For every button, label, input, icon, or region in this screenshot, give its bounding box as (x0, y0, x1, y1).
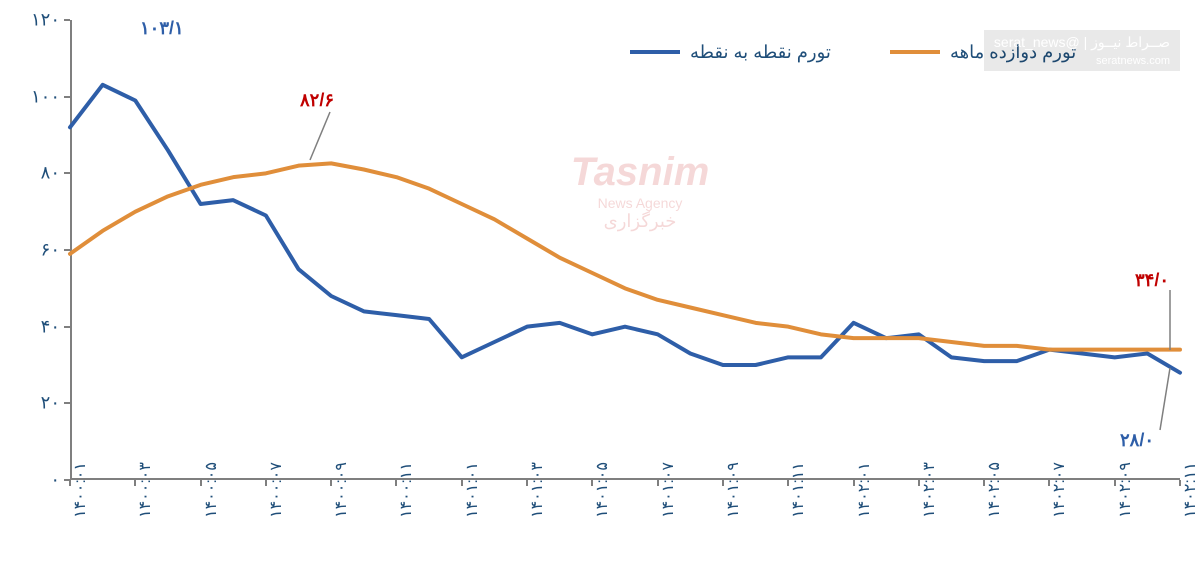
x-tick-label: ۱۴۰۰:۰۹ (331, 462, 351, 518)
x-tick-mark (200, 480, 202, 486)
y-tick-mark (64, 19, 70, 21)
y-tick-mark (64, 249, 70, 251)
data-annotation: ۱۰۳/۱ (140, 18, 184, 39)
legend-label: تورم نقطه به نقطه (690, 42, 831, 63)
x-tick-mark (722, 480, 724, 486)
x-tick-label: ۱۴۰۲:۰۷ (1049, 462, 1069, 518)
y-tick-label: ۴۰ (10, 316, 60, 337)
x-tick-mark (918, 480, 920, 486)
x-tick-mark (983, 480, 985, 486)
x-tick-label: ۱۴۰۰:۰۱ (70, 462, 90, 518)
x-tick-mark (526, 480, 528, 486)
x-tick-mark (1179, 480, 1181, 486)
y-tick-label: ۱۰۰ (10, 86, 60, 107)
callout-line (310, 112, 330, 160)
x-tick-mark (134, 480, 136, 486)
x-tick-mark (1114, 480, 1116, 486)
x-tick-label: ۱۴۰۲:۰۳ (919, 462, 939, 518)
y-tick-mark (64, 96, 70, 98)
x-tick-label: ۱۴۰۲:۱۱ (1180, 462, 1200, 518)
y-tick-label: ۸۰ (10, 163, 60, 184)
legend-swatch (890, 50, 940, 54)
x-tick-label: ۱۴۰۰:۰۷ (266, 462, 286, 518)
x-tick-mark (591, 480, 593, 486)
y-tick-mark (64, 326, 70, 328)
x-tick-label: ۱۴۰۱:۰۱ (462, 462, 482, 518)
tasnim-watermark: Tasnim News Agency خبرگزاری (520, 150, 760, 310)
x-tick-mark (265, 480, 267, 486)
x-tick-label: ۱۴۰۲:۰۹ (1115, 462, 1135, 518)
x-tick-label: ۱۴۰۲:۰۱ (854, 462, 874, 518)
x-tick-label: ۱۴۰۱:۰۵ (592, 462, 612, 518)
x-tick-label: ۱۴۰۱:۱۱ (788, 462, 808, 518)
y-tick-mark (64, 172, 70, 174)
data-annotation: ۳۴/۰ (1135, 270, 1169, 291)
data-annotation: ۲۸/۰ (1120, 430, 1154, 451)
x-tick-mark (395, 480, 397, 486)
x-tick-mark (787, 480, 789, 486)
y-tick-label: ۶۰ (10, 240, 60, 261)
inflation-chart: ۰ ۲۰ ۴۰ ۶۰ ۸۰ ۱۰۰ ۱۲۰ ۱۴۰۰:۰۱ ۱۴۰۰:۰۳ ۱۴۰۰:۰۵ ۱۴۰… (0, 0, 1200, 587)
y-tick-label: ۱۲۰ (10, 10, 60, 31)
callout-line (1160, 368, 1170, 430)
x-tick-mark (853, 480, 855, 486)
x-tick-label: ۱۴۰۱:۰۷ (658, 462, 678, 518)
x-tick-mark (1048, 480, 1050, 486)
y-tick-mark (64, 402, 70, 404)
y-tick-label: ۰ (10, 470, 60, 491)
x-tick-label: ۱۴۰۰:۰۳ (135, 462, 155, 518)
x-tick-label: ۱۴۰۰:۰۵ (201, 462, 221, 518)
serat-watermark: صــراط نیــوز | @serat_news seratnews.co… (984, 30, 1180, 71)
x-tick-label: ۱۴۰۰:۱۱ (396, 462, 416, 518)
x-tick-label: ۱۴۰۱:۰۳ (527, 462, 547, 518)
x-tick-label: ۱۴۰۲:۰۵ (984, 462, 1004, 518)
x-tick-mark (330, 480, 332, 486)
x-tick-mark (461, 480, 463, 486)
x-tick-label: ۱۴۰۱:۰۹ (723, 462, 743, 518)
x-tick-mark (657, 480, 659, 486)
x-tick-mark (69, 480, 71, 486)
y-tick-label: ۲۰ (10, 393, 60, 414)
legend-swatch (630, 50, 680, 54)
data-annotation: ۸۲/۶ (300, 90, 334, 111)
